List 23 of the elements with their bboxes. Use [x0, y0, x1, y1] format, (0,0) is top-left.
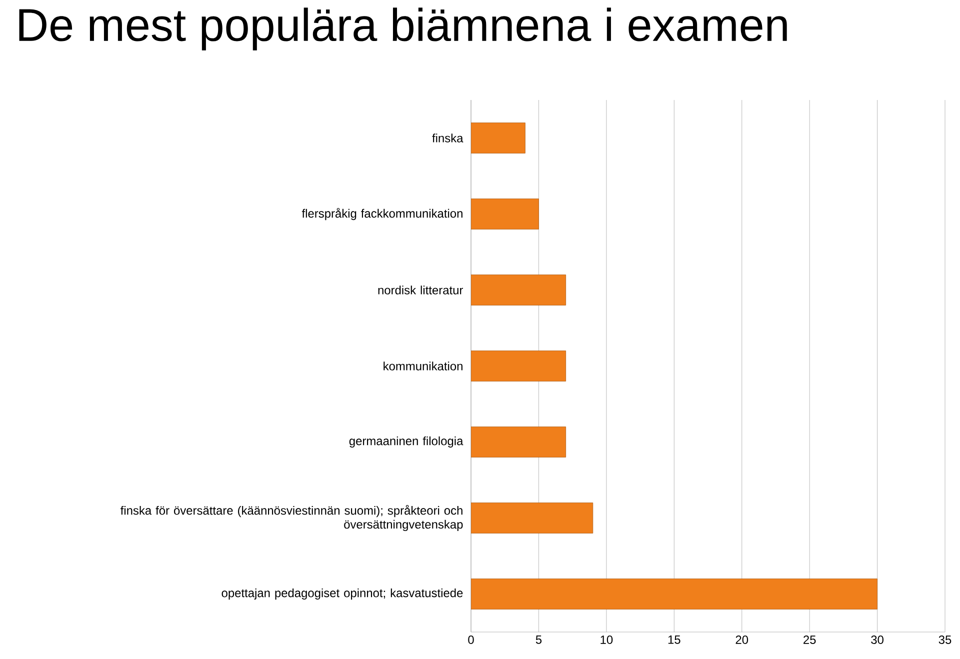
x-tick-label: 15 [668, 636, 680, 644]
bar [471, 122, 526, 154]
x-tick-label: 5 [536, 636, 542, 644]
y-tick-label: nordisk litteratur [378, 286, 464, 294]
y-tick-label: germaaninen filologia [349, 436, 464, 448]
bar [471, 350, 566, 382]
chart-title: De mest populära biämnena i examen [19, 8, 787, 50]
x-tick-label: 30 [871, 636, 884, 644]
bar [471, 578, 878, 610]
y-tick-label: finska [432, 134, 464, 142]
y-tick-label: opettajan pedagogiset opinnot; kasvatustiede [222, 588, 463, 600]
y-tick-label: finska för översättare (käännösviestinnän suomi); språkteori och översättningvetenskap [120, 504, 463, 532]
bar [471, 502, 594, 534]
y-tick-label: kommunikation [384, 362, 462, 370]
bar [471, 274, 566, 306]
y-tick-label: flerspråkig fackkommunikation [302, 208, 462, 220]
x-tick-label: 20 [736, 636, 748, 644]
bar [471, 426, 566, 458]
x-tick-label: 35 [938, 636, 952, 644]
bar [471, 198, 539, 230]
x-tick-label: 25 [804, 636, 816, 644]
x-tick-label: 10 [600, 636, 613, 644]
x-tick-label: 0 [468, 636, 474, 644]
